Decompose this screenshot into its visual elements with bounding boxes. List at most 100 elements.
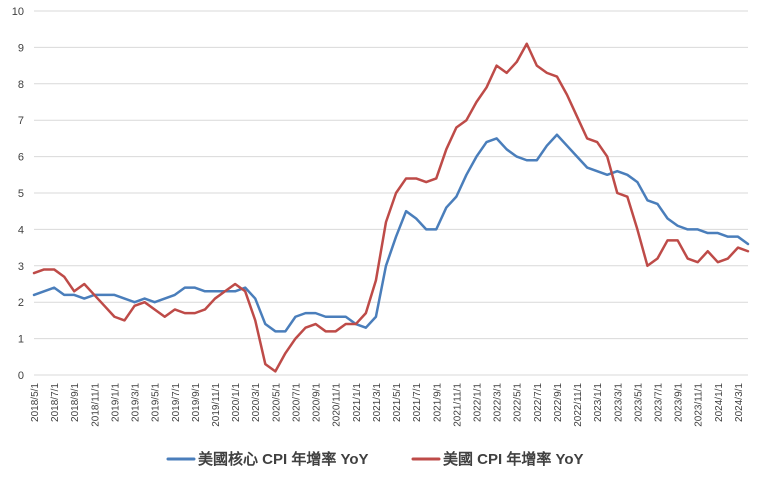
x-tick-label: 2018/5/1 — [30, 383, 41, 422]
data-point — [717, 261, 719, 263]
data-point — [666, 217, 668, 219]
data-point — [707, 232, 709, 234]
data-point — [666, 239, 668, 241]
legend-item: 美國 CPI 年增率 YoY — [411, 450, 584, 468]
data-point — [224, 290, 226, 292]
data-point — [43, 268, 45, 270]
data-point — [556, 134, 558, 136]
data-point — [83, 283, 85, 285]
x-axis-ticks: 2018/5/1 2018/7/1 2018/9/1 2018/11/1 2019/1/… — [30, 383, 745, 427]
data-point — [244, 286, 246, 288]
data-point — [123, 319, 125, 321]
x-tick-label: 2019/3/1 — [131, 383, 142, 422]
data-point — [375, 316, 377, 318]
data-point — [385, 265, 387, 267]
data-point — [214, 297, 216, 299]
data-point — [586, 166, 588, 168]
y-tick-label: 8 — [18, 79, 24, 91]
data-point — [435, 177, 437, 179]
series-lines — [32, 42, 750, 373]
data-point — [465, 119, 467, 121]
data-point — [244, 290, 246, 292]
data-point — [455, 195, 457, 197]
x-tick-label: 2020/11/1 — [332, 383, 343, 427]
data-point — [485, 141, 487, 143]
data-point — [264, 323, 266, 325]
data-point — [727, 235, 729, 237]
data-point — [164, 297, 166, 299]
x-tick-label: 2021/5/1 — [392, 383, 403, 422]
data-point — [214, 290, 216, 292]
y-tick-label: 0 — [18, 370, 24, 382]
data-point — [123, 297, 125, 299]
data-point — [204, 308, 206, 310]
data-point — [656, 257, 658, 259]
data-point — [465, 174, 467, 176]
legend-item: 美國核心 CPI 年增率 YoY — [166, 450, 369, 468]
y-axis-ticks: 0 1 2 3 4 5 6 7 8 9 10 — [12, 6, 24, 382]
data-point — [606, 155, 608, 157]
data-point — [345, 316, 347, 318]
data-point — [546, 144, 548, 146]
data-point — [505, 148, 507, 150]
data-point — [345, 323, 347, 325]
data-point — [556, 75, 558, 77]
x-tick-label: 2020/9/1 — [312, 383, 323, 422]
data-point — [697, 261, 699, 263]
y-tick-label: 1 — [18, 334, 24, 346]
x-tick-label: 2021/3/1 — [372, 383, 383, 422]
data-point — [616, 192, 618, 194]
data-point — [455, 126, 457, 128]
x-tick-label: 2019/1/1 — [110, 383, 121, 422]
data-point — [737, 235, 739, 237]
data-point — [707, 250, 709, 252]
data-point — [334, 316, 336, 318]
data-point — [103, 294, 105, 296]
data-point — [606, 174, 608, 176]
data-point — [475, 101, 477, 103]
data-point — [153, 301, 155, 303]
x-tick-label: 2019/5/1 — [151, 383, 162, 422]
data-point — [184, 286, 186, 288]
x-tick-label: 2022/9/1 — [553, 383, 564, 422]
x-tick-label: 2018/9/1 — [70, 383, 81, 422]
data-point — [284, 352, 286, 354]
legend-label: 美國 CPI 年增率 YoY — [443, 450, 584, 468]
x-tick-label: 2024/1/1 — [714, 383, 725, 422]
data-point — [566, 94, 568, 96]
data-point — [636, 228, 638, 230]
data-point — [415, 217, 417, 219]
x-tick-label: 2019/9/1 — [191, 383, 202, 422]
data-point — [646, 199, 648, 201]
x-tick-label: 2023/11/1 — [694, 383, 705, 427]
data-point — [445, 148, 447, 150]
data-point — [133, 301, 135, 303]
series-line — [32, 133, 750, 333]
data-point — [686, 228, 688, 230]
data-point — [586, 137, 588, 139]
data-point — [385, 221, 387, 223]
y-tick-label: 5 — [18, 188, 24, 200]
data-point — [526, 43, 528, 45]
data-point — [53, 286, 55, 288]
data-point — [676, 225, 678, 227]
series-core-cpi — [32, 133, 750, 333]
data-point — [536, 64, 538, 66]
data-point — [576, 115, 578, 117]
data-point — [365, 326, 367, 328]
data-point — [596, 170, 598, 172]
data-point — [63, 294, 65, 296]
data-point — [43, 290, 45, 292]
data-point — [33, 272, 35, 274]
data-point — [93, 294, 95, 296]
x-tick-label: 2020/5/1 — [271, 383, 282, 422]
data-point — [686, 257, 688, 259]
data-point — [485, 86, 487, 88]
data-point — [254, 319, 256, 321]
data-point — [636, 181, 638, 183]
x-tick-label: 2018/7/1 — [50, 383, 61, 422]
x-tick-label: 2020/7/1 — [291, 383, 302, 422]
data-point — [375, 279, 377, 281]
data-point — [53, 268, 55, 270]
data-point — [143, 301, 145, 303]
